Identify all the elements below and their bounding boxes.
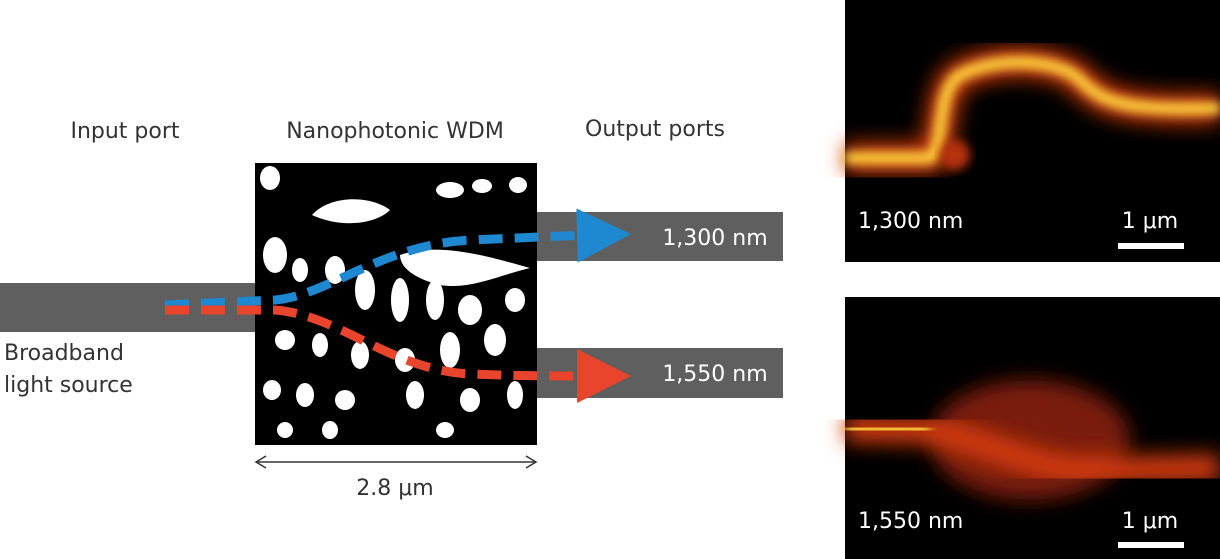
figure: Input port Nanophotonic WDM Output ports… bbox=[0, 0, 1220, 559]
output-wavelength: 1,550 nm bbox=[662, 362, 767, 387]
device-label: Nanophotonic WDM bbox=[286, 119, 504, 144]
scale-label: 1 μm bbox=[1122, 509, 1178, 534]
width-label: 2.8 μm bbox=[356, 476, 433, 501]
scale-label: 1 μm bbox=[1122, 209, 1178, 234]
output-label: Output ports bbox=[585, 117, 725, 142]
panel-wavelength: 1,550 nm bbox=[858, 509, 963, 534]
width-arrow bbox=[256, 456, 536, 468]
panel-wavelength: 1,300 nm bbox=[858, 209, 963, 234]
field-panel: 1,300 nm 1 μm bbox=[845, 0, 1220, 262]
output-wavelength: 1,300 nm bbox=[662, 226, 767, 251]
source-label: light source bbox=[4, 373, 133, 398]
device bbox=[255, 163, 537, 445]
field-panel: 1,550 nm 1 μm bbox=[845, 297, 1220, 559]
input-label: Input port bbox=[70, 119, 179, 144]
source-label: Broadband bbox=[4, 341, 124, 366]
